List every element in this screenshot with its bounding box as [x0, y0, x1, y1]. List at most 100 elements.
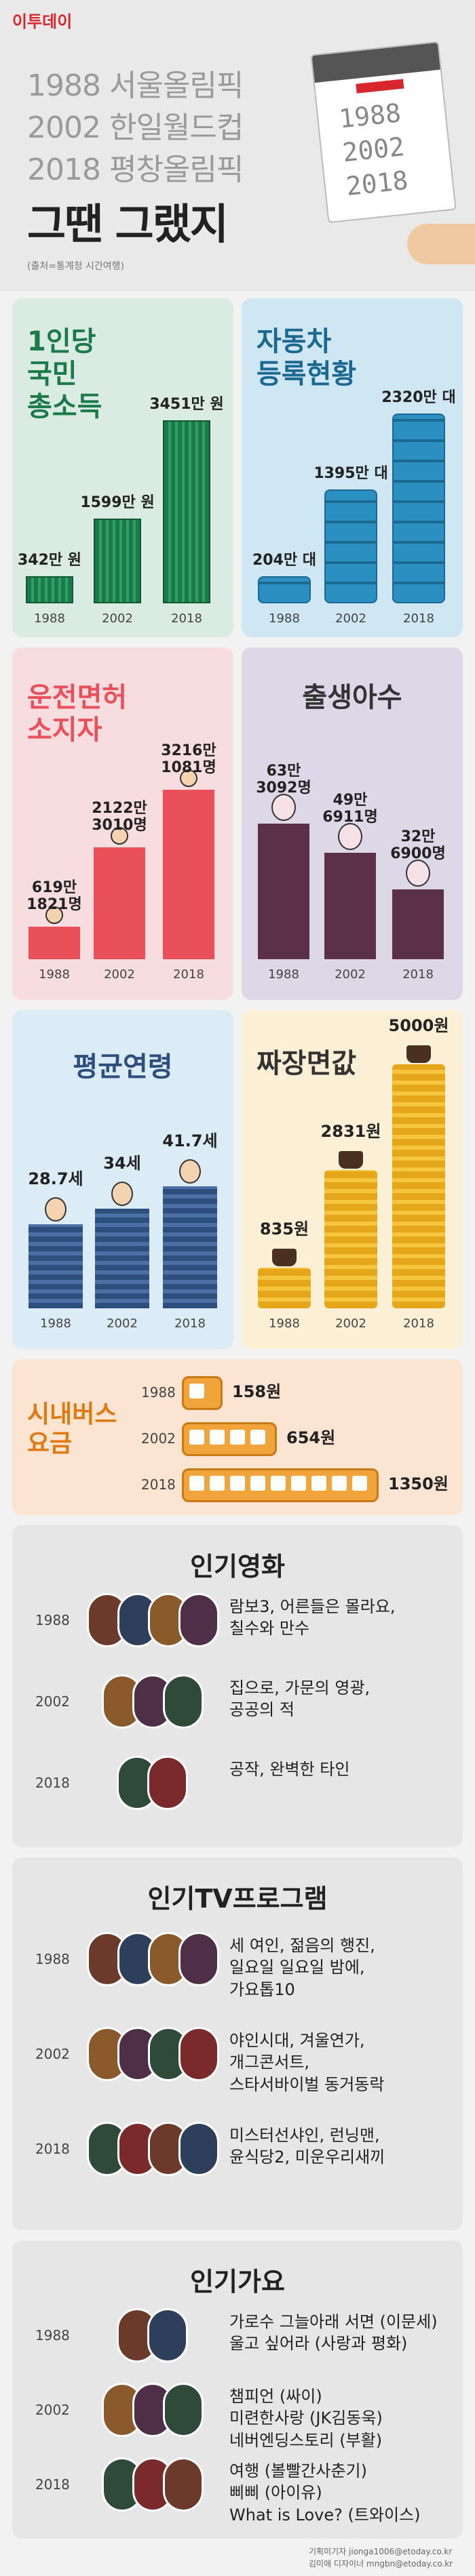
cars-value-2002: 1395만 대	[314, 465, 388, 482]
license-year-1988: 1988	[39, 967, 70, 982]
music-posters-1988	[87, 2308, 216, 2365]
noodle-bowl-icon	[272, 1249, 297, 1266]
bus-window	[230, 1430, 245, 1445]
cars-year-1988: 1988	[269, 611, 300, 626]
bus-fare-2018: 1350원	[388, 1474, 449, 1493]
poster-thumbnail	[178, 1932, 219, 1986]
income-value-1988: 342만 원	[17, 552, 82, 569]
bus-fare-1988: 158원	[232, 1382, 282, 1401]
jjajang-bar-2002	[324, 1170, 377, 1308]
cars-year-2002: 2002	[335, 611, 366, 626]
movies-text-2002: 집으로, 가문의 영광, 공공의 적	[229, 1678, 370, 1720]
bus-window	[311, 1476, 326, 1491]
jjajang-year-2018: 2018	[403, 1316, 434, 1331]
movies-year-1988: 1988	[35, 1612, 70, 1628]
license-year-2002: 2002	[104, 967, 135, 982]
income-value-2002: 1599만 원	[80, 494, 155, 511]
cars-year-2018: 2018	[403, 611, 434, 626]
jjajang-bar-2018	[392, 1064, 445, 1308]
license-value-2018: 3216만 1081명	[161, 742, 216, 777]
tv-title: 인기TV프로그램	[147, 1884, 328, 1914]
source-note: (출처=통계청 시간여행)	[27, 261, 125, 272]
movies-panel: 인기영화 1988 람보3, 어른들은 몰라요, 칠수와 만수 2002 집으로, 가…	[12, 1525, 463, 1847]
license-value-2002: 2122만 3010명	[92, 800, 147, 834]
income-year-2002: 2002	[102, 611, 133, 626]
movies-title: 인기영화	[190, 1552, 285, 1582]
jjajang-panel: 짜장면값 835원 1988 2831원 2002 5000원 2018	[242, 1010, 463, 1349]
tv-text-2018: 미스터선샤인, 런닝맨, 윤식당2, 미운우리새끼	[229, 2126, 385, 2167]
age-year-1988: 1988	[40, 1316, 71, 1331]
movies-year-2002: 2002	[35, 1693, 70, 1710]
noodle-bowl-icon	[339, 1151, 363, 1169]
movies-text-2018: 공작, 완벽한 타인	[229, 1760, 350, 1779]
bus-window	[189, 1476, 204, 1491]
births-bar-2002	[324, 853, 376, 959]
license-value-1988: 619만 1821명	[26, 879, 82, 914]
poster-thumbnail	[163, 2457, 204, 2512]
jjajang-value-2018: 5000원	[388, 1016, 449, 1035]
music-text-1988: 가로수 그늘아래 서면 (이문세) 울고 싶어라 (사랑과 평화)	[229, 2312, 438, 2354]
births-title: 출생아수	[302, 682, 402, 713]
bus-2018-icon	[182, 1468, 379, 1502]
age-bar-2018	[163, 1186, 217, 1308]
births-year-2002: 2002	[335, 967, 366, 982]
poster-thumbnail	[178, 1593, 219, 1647]
births-year-2018: 2018	[402, 967, 434, 982]
poster-thumbnail	[163, 2383, 204, 2437]
bus-window	[189, 1384, 204, 1398]
cars-panel: 자동차 등록현황 204만 대 1988 1395만 대 2002 2320만 대 201…	[242, 298, 463, 637]
baby-icon	[406, 860, 430, 887]
tv-year-2002: 2002	[35, 2046, 70, 2062]
bus-window	[271, 1476, 286, 1491]
movies-posters-2018	[87, 1756, 216, 1813]
license-year-2018: 2018	[173, 967, 204, 982]
license-title: 운전면허 소지자	[27, 682, 128, 746]
poster-thumbnail	[147, 1756, 188, 1810]
income-bar-2002	[94, 519, 141, 603]
cars-bar-2002	[324, 489, 377, 603]
music-year-2002: 2002	[35, 2402, 70, 2418]
tv-posters-1988	[87, 1932, 219, 1989]
tv-posters-2002	[87, 2027, 219, 2084]
poster-thumbnail	[178, 2027, 219, 2081]
driver-head-icon	[111, 827, 128, 845]
license-bar-2002	[94, 847, 145, 959]
cars-value-2018: 2320만 대	[381, 389, 456, 406]
age-year-2002: 2002	[107, 1316, 138, 1331]
bus-fare-2002: 654원	[286, 1428, 336, 1447]
births-panel: 출생아수 63만 3092명 1988 49만 6911명 2002 32만 6900명…	[242, 647, 463, 1000]
cars-bar-2018	[392, 414, 445, 603]
movies-year-2018: 2018	[35, 1775, 70, 1791]
calendar-illustration: 1988 2002 2018	[310, 41, 457, 224]
bus-window	[189, 1430, 204, 1445]
cars-bar-1988	[258, 576, 311, 603]
age-title: 평균연령	[73, 1051, 173, 1083]
music-text-2018: 여행 (볼빨간사춘기) 삐삐 (아이유) What is Love? (트와이스…	[229, 2461, 421, 2524]
bus-window	[250, 1476, 265, 1491]
bus-year-2018: 2018	[141, 1476, 176, 1493]
tv-text-2002: 야인시대, 겨울연가, 개그콘서트, 스타서바이벌 동거동락	[229, 2031, 385, 2094]
cars-title: 자동차 등록현황	[256, 326, 357, 390]
music-title: 인기가요	[190, 2267, 285, 2297]
music-posters-2002	[87, 2383, 216, 2440]
bus-panel: 시내버스 요금 1988 158원 2002 654원 2018 1350원	[12, 1359, 463, 1515]
calendar-year-2002: 2002	[341, 132, 406, 168]
license-bar-2018	[163, 790, 214, 959]
person-head-icon	[45, 1197, 66, 1222]
page-title: 그땐 그랬지	[27, 199, 229, 249]
license-panel: 운전면허 소지자 619만 1821명 1988 2122만 3010명 2002 32…	[12, 647, 233, 1000]
tv-panel: 인기TV프로그램 1988 세 여인, 젊음의 행진, 일요일 일요일 밤에, 가…	[12, 1857, 463, 2230]
bus-window	[352, 1476, 367, 1491]
age-value-1988: 28.7세	[28, 1169, 83, 1188]
poster-thumbnail	[163, 1674, 204, 1729]
footer-credit-2: 김미애 디자이너 mngbn@etoday.co.kr	[309, 2559, 453, 2569]
jjajang-title: 짜장면값	[256, 1048, 357, 1079]
age-value-2002: 34세	[103, 1154, 141, 1173]
income-year-1988: 1988	[34, 611, 65, 626]
jjajang-year-2002: 2002	[335, 1316, 366, 1331]
births-value-1988: 63만 3092명	[256, 763, 311, 797]
noodle-bowl-icon	[406, 1045, 431, 1063]
cars-value-1988: 204만 대	[252, 552, 317, 569]
header-line-2: 2002 한일월드컵	[27, 110, 244, 145]
calendar-year-2018: 2018	[344, 165, 410, 202]
